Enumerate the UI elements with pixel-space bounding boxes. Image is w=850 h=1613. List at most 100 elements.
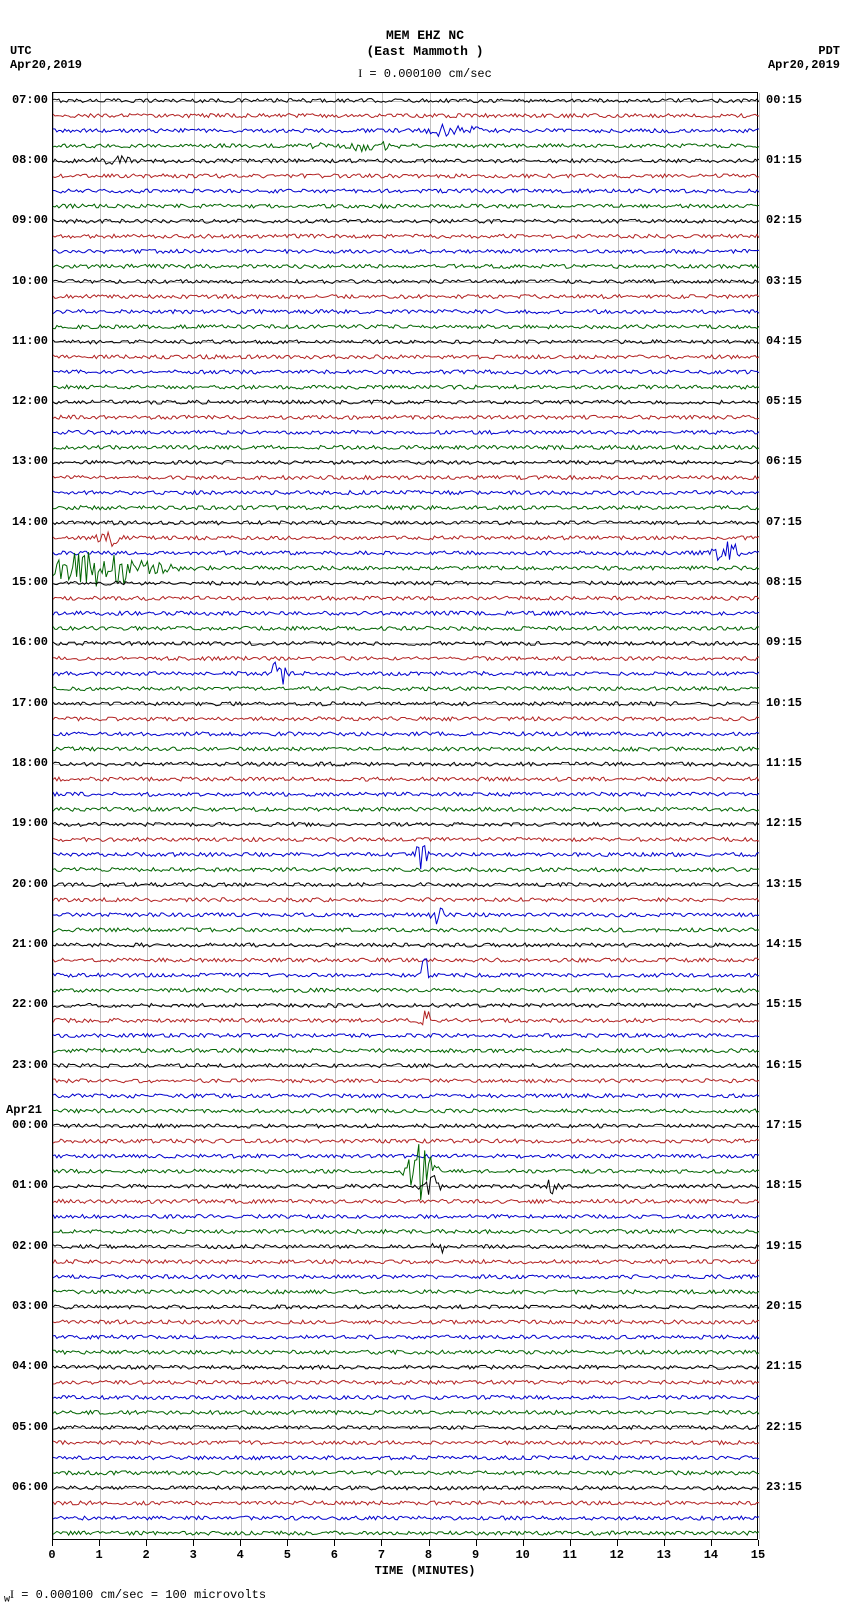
- utc-hour-label: 11:00: [4, 334, 48, 348]
- seismic-trace: [53, 340, 759, 344]
- x-tick-label: 2: [143, 1548, 150, 1562]
- utc-hour-label: 12:00: [4, 394, 48, 408]
- seismic-trace: [53, 1365, 759, 1369]
- seismic-trace: [53, 958, 759, 962]
- footer-scale: wI = 0.000100 cm/sec = 100 microvolts: [4, 1587, 266, 1605]
- seismic-trace: [53, 908, 759, 924]
- utc-hour-label: 18:00: [4, 756, 48, 770]
- pdt-hour-label: 22:15: [766, 1420, 810, 1434]
- seismic-trace: [53, 491, 759, 495]
- seismic-trace: [53, 1501, 759, 1505]
- seismic-trace: [53, 1094, 759, 1098]
- seismic-trace: [53, 1244, 759, 1253]
- pdt-hour-label: 12:15: [766, 816, 810, 830]
- seismic-trace: [53, 156, 759, 164]
- seismic-trace: [53, 1426, 759, 1430]
- seismic-trace: [53, 596, 759, 600]
- pdt-hour-label: 19:15: [766, 1239, 810, 1253]
- pdt-hour-label: 20:15: [766, 1299, 810, 1313]
- x-tick-label: 7: [378, 1548, 385, 1562]
- x-tick-label: 3: [190, 1548, 197, 1562]
- pdt-hour-label: 03:15: [766, 274, 810, 288]
- seismic-trace: [53, 846, 759, 870]
- station-location: (East Mammoth ): [0, 44, 850, 59]
- seismic-trace: [53, 928, 759, 932]
- seismic-trace: [53, 370, 759, 374]
- utc-hour-label: 03:00: [4, 1299, 48, 1313]
- seismic-trace: [53, 747, 759, 751]
- seismic-trace: [53, 552, 759, 586]
- seismic-trace: [53, 1109, 759, 1113]
- utc-hour-label: 16:00: [4, 635, 48, 649]
- seismic-trace: [53, 581, 759, 585]
- seismic-trace: [53, 295, 759, 299]
- x-tick-label: 15: [751, 1548, 765, 1562]
- seismic-trace: [53, 1471, 759, 1475]
- seismic-trace: [53, 1441, 759, 1445]
- seismic-trace: [53, 1124, 759, 1128]
- seismic-trace: [53, 204, 759, 208]
- utc-hour-label: 06:00: [4, 1480, 48, 1494]
- seismic-trace: [53, 461, 759, 465]
- seismic-trace: [53, 174, 759, 178]
- seismic-trace: [53, 1011, 759, 1025]
- seismic-trace: [53, 189, 759, 193]
- pdt-hour-label: 16:15: [766, 1058, 810, 1072]
- x-tick-label: 4: [237, 1548, 244, 1562]
- pdt-hour-label: 15:15: [766, 997, 810, 1011]
- seismic-trace: [53, 1139, 759, 1143]
- utc-hour-label: 15:00: [4, 575, 48, 589]
- pdt-hour-label: 14:15: [766, 937, 810, 951]
- seismic-trace: [53, 234, 759, 238]
- seismic-trace: [53, 1456, 759, 1460]
- pdt-hour-label: 00:15: [766, 93, 810, 107]
- seismic-trace: [53, 325, 759, 329]
- x-tick-label: 8: [425, 1548, 432, 1562]
- seismic-trace: [53, 1411, 759, 1415]
- date-right: Apr20,2019: [768, 58, 840, 72]
- seismic-trace: [53, 626, 759, 630]
- utc-hour-label: 04:00: [4, 1359, 48, 1373]
- seismic-trace: [53, 1380, 759, 1384]
- seismic-trace: [53, 1305, 759, 1309]
- utc-hour-label: 05:00: [4, 1420, 48, 1434]
- seismic-trace: [53, 249, 759, 253]
- pdt-hour-label: 07:15: [766, 515, 810, 529]
- pdt-hour-label: 10:15: [766, 696, 810, 710]
- seismogram-container: MEM EHZ NC (East Mammoth ) I = 0.000100 …: [0, 0, 850, 1613]
- seismic-trace: [53, 1176, 759, 1195]
- seismic-trace: [53, 1320, 759, 1324]
- pdt-hour-label: 05:15: [766, 394, 810, 408]
- seismic-trace: [53, 219, 759, 223]
- x-tick-label: 5: [284, 1548, 291, 1562]
- utc-hour-label: 19:00: [4, 816, 48, 830]
- utc-hour-label: 02:00: [4, 1239, 48, 1253]
- pdt-hour-label: 18:15: [766, 1178, 810, 1192]
- seismic-trace: [53, 1049, 759, 1053]
- pdt-hour-label: 13:15: [766, 877, 810, 891]
- timezone-left: UTC: [10, 44, 32, 58]
- seismic-trace: [53, 400, 759, 404]
- seismic-trace: [53, 777, 759, 781]
- seismic-trace: [53, 542, 759, 561]
- utc-hour-label: 20:00: [4, 877, 48, 891]
- seismic-trace: [53, 532, 759, 546]
- x-tick-label: 11: [563, 1548, 577, 1562]
- utc-hour-label: 09:00: [4, 213, 48, 227]
- seismic-trace: [53, 1144, 759, 1200]
- seismic-trace: [53, 687, 759, 691]
- seismic-trace: [53, 1215, 759, 1219]
- seismic-trace: [53, 943, 759, 947]
- utc-hour-label: 17:00: [4, 696, 48, 710]
- x-tick-label: 10: [515, 1548, 529, 1562]
- utc-hour-label: 00:00: [4, 1118, 48, 1132]
- scale-indicator: I = 0.000100 cm/sec: [0, 66, 850, 81]
- seismic-trace: [53, 385, 759, 389]
- pdt-hour-label: 01:15: [766, 153, 810, 167]
- x-tick-label: 13: [657, 1548, 671, 1562]
- x-tick-label: 12: [610, 1548, 624, 1562]
- x-tick-label: 6: [331, 1548, 338, 1562]
- x-tick-label: 14: [704, 1548, 718, 1562]
- seismic-trace: [53, 1154, 759, 1158]
- seismic-trace: [53, 99, 759, 103]
